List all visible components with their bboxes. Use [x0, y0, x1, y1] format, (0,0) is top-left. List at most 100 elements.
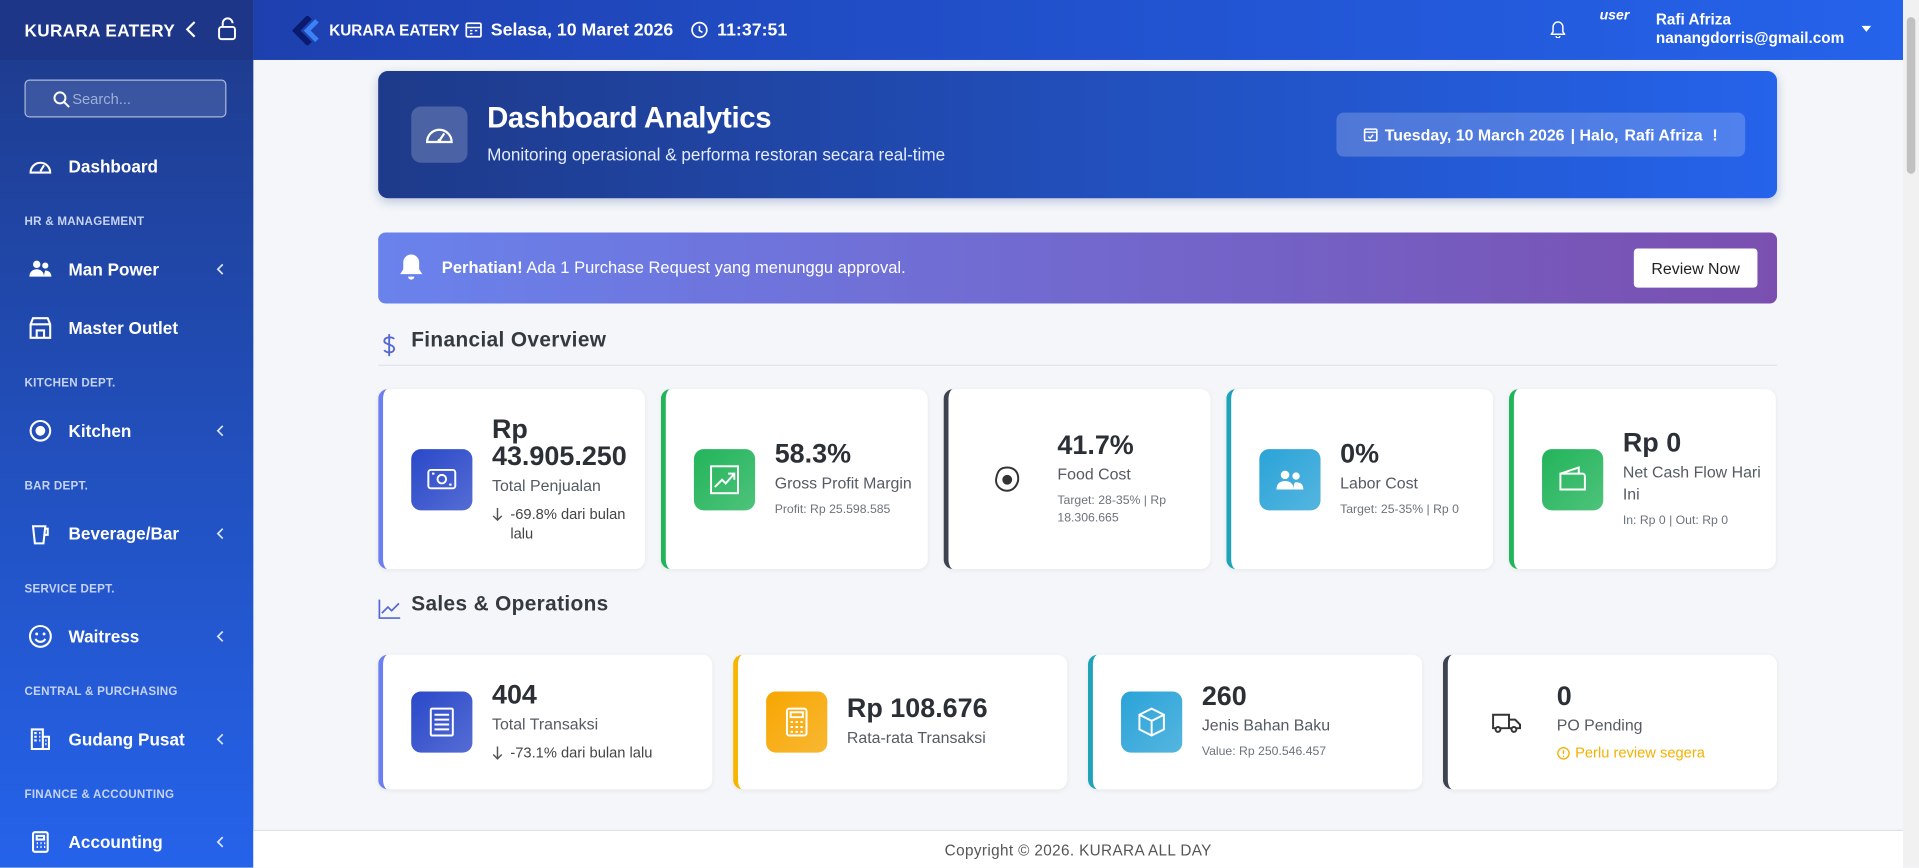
menu-label: Kitchen — [68, 421, 132, 441]
stat-card: 0% Labor Cost Target: 25-35% | Rp 0 — [1226, 389, 1494, 570]
menu-item[interactable]: Kitchen — [0, 401, 253, 460]
hero-subtitle: Monitoring operasional & performa restor… — [487, 144, 946, 164]
stat-warning: Perlu review segera — [1557, 744, 1765, 761]
menu-item[interactable]: Gudang Pusat — [0, 710, 253, 769]
notification-bell[interactable] — [1550, 21, 1566, 38]
stat-label: Gross Profit Margin — [774, 473, 912, 492]
menu-item[interactable]: Master Outlet — [0, 299, 253, 358]
stat-icon — [411, 691, 473, 753]
alert-message: Perhatian! Ada 1 Purchase Request yang m… — [442, 258, 906, 276]
menu-icon — [28, 154, 68, 178]
footer-text: Copyright © 2026. KURARA ALL DAY — [944, 841, 1212, 859]
hero-exclaim: ! — [1712, 125, 1718, 144]
search-placeholder: Search... — [72, 89, 131, 108]
stat-text: 404 Total Transaksi -73.1% dari bulan lalu — [491, 679, 700, 763]
sidebar-menu: Dashboard HR & MANAGEMENT Man Power Master … — [0, 137, 253, 868]
menu-item[interactable]: Accounting — [0, 813, 253, 868]
stat-label: Rata-rata Transaksi — [846, 728, 986, 747]
stat-value: 260 — [1201, 680, 1247, 712]
menu-chevron — [215, 263, 224, 275]
hero-icon — [411, 106, 468, 163]
menu-chevron — [215, 733, 224, 745]
alert-banner: Perhatian! Ada 1 Purchase Request yang m… — [378, 232, 1778, 304]
stat-trend: -73.1% dari bulan lalu — [492, 743, 700, 763]
topbar-time: 11:37:51 — [717, 20, 788, 40]
menu-label: Beverage/Bar — [68, 523, 180, 544]
stat-label: Labor Cost — [1340, 473, 1418, 492]
stat-label: Net Cash Flow Hari Ini — [1622, 462, 1761, 503]
stat-value: 404 — [491, 679, 537, 710]
stat-card: Rp 43.905.250 Total Penjualan -69.8% dari … — [378, 389, 645, 570]
user-block[interactable]: Rafi Afriza nanangdorris@gmail.com — [1656, 11, 1844, 48]
stat-note: Value: Rp 250.546.457 — [1201, 745, 1327, 759]
user-name: Rafi Afriza — [1655, 11, 1731, 29]
avatar[interactable]: user — [1599, 8, 1630, 24]
menu-heading: SERVICE DEPT. — [24, 582, 115, 597]
stat-text: 0 PO Pending Perlu review segera — [1556, 680, 1765, 761]
hero-name: Rafi Afriza — [1624, 125, 1703, 144]
stat-trend-text: -73.1% dari bulan lalu — [510, 744, 653, 762]
stat-text: 260 Jenis Bahan Baku Value: Rp 250.546.457 — [1201, 680, 1410, 761]
stat-text: 0% Labor Cost Target: 25-35% | Rp 0 — [1340, 437, 1484, 518]
sidebar-brand-bar: KURARA EATERY — [0, 0, 254, 60]
stat-icon — [1542, 448, 1604, 510]
stat-trend: -69.8% dari bulan lalu — [492, 504, 636, 543]
menu-icon — [28, 419, 68, 443]
stat-card: Rp 0 Net Cash Flow Hari Ini In: Rp 0 | Out… — [1509, 389, 1776, 570]
menu-item[interactable]: Dashboard — [0, 137, 253, 196]
review-now-button[interactable]: Review Now — [1633, 248, 1758, 288]
menu-label: Gudang Pusat — [68, 729, 185, 749]
stat-card: 0 PO Pending Perlu review segera — [1442, 654, 1778, 790]
sidebar-brand: KURARA EATERY — [24, 20, 176, 40]
sales-title: Sales & Operations — [411, 592, 609, 616]
menu-item[interactable]: Man Power — [0, 240, 253, 299]
stat-text: 41.7% Food Cost Target: 28-35% | Rp 18.306… — [1057, 431, 1201, 526]
stat-icon — [693, 448, 756, 510]
stat-card: 41.7% Food Cost Target: 28-35% | Rp 18.306… — [943, 389, 1211, 570]
menu-icon — [28, 257, 68, 281]
hero-title: Dashboard Analytics — [487, 101, 772, 135]
stat-text: Rp 108.676 Rata-rata Transaksi — [847, 695, 1055, 749]
financial-title: Financial Overview — [411, 327, 607, 352]
stat-label: PO Pending — [1556, 715, 1643, 735]
menu-heading: BAR DEPT. — [24, 479, 89, 494]
footer: Copyright © 2026. KURARA ALL DAY — [253, 829, 1904, 868]
stat-note: Profit: Rp 25.598.585 — [774, 502, 891, 516]
menu-chevron — [215, 425, 224, 437]
user-caret[interactable] — [1861, 25, 1872, 33]
stat-card: 260 Jenis Bahan Baku Value: Rp 250.546.457 — [1088, 654, 1423, 790]
stat-icon — [1259, 448, 1321, 510]
menu-chevron — [215, 527, 224, 540]
menu-heading: KITCHEN DEPT. — [24, 376, 116, 391]
logo — [292, 15, 319, 46]
lock-icon[interactable] — [217, 17, 239, 41]
topbar-date: Selasa, 10 Maret 2026 — [490, 20, 674, 40]
sales-header: Sales & Operations — [378, 592, 1777, 629]
collapse-icon[interactable] — [184, 20, 199, 40]
menu-chevron — [215, 836, 224, 848]
search-input[interactable]: Search... — [24, 79, 227, 118]
alert-text: Ada 1 Purchase Request yang menunggu app… — [526, 258, 906, 277]
stat-value: 0 — [1556, 680, 1572, 712]
stat-icon — [411, 448, 473, 510]
stat-trend-text: -69.8% dari bulan lalu — [510, 504, 626, 542]
menu-item[interactable]: Waitress — [0, 607, 253, 666]
stat-card: 58.3% Gross Profit Margin Profit: Rp 25.59… — [660, 389, 928, 570]
menu-heading: CENTRAL & PURCHASING — [24, 685, 178, 699]
stat-value: 0% — [1340, 437, 1380, 469]
stat-note: Target: 28-35% | Rp 18.306.665 — [1057, 493, 1167, 525]
stat-icon — [766, 691, 828, 753]
stat-label: Total Penjualan — [491, 475, 601, 494]
menu-chevron — [215, 630, 224, 642]
menu-label: Waitress — [68, 626, 140, 647]
scrollbar[interactable] — [1903, 0, 1919, 868]
stat-value: 41.7% — [1057, 428, 1134, 460]
menu-heading: HR & MANAGEMENT — [24, 215, 145, 229]
stat-label: Food Cost — [1057, 464, 1131, 483]
menu-item[interactable]: Beverage/Bar — [0, 504, 253, 563]
calendar-icon — [465, 22, 482, 38]
scrollbar-thumb[interactable] — [1906, 17, 1916, 174]
stat-label: Total Transaksi — [491, 714, 599, 734]
